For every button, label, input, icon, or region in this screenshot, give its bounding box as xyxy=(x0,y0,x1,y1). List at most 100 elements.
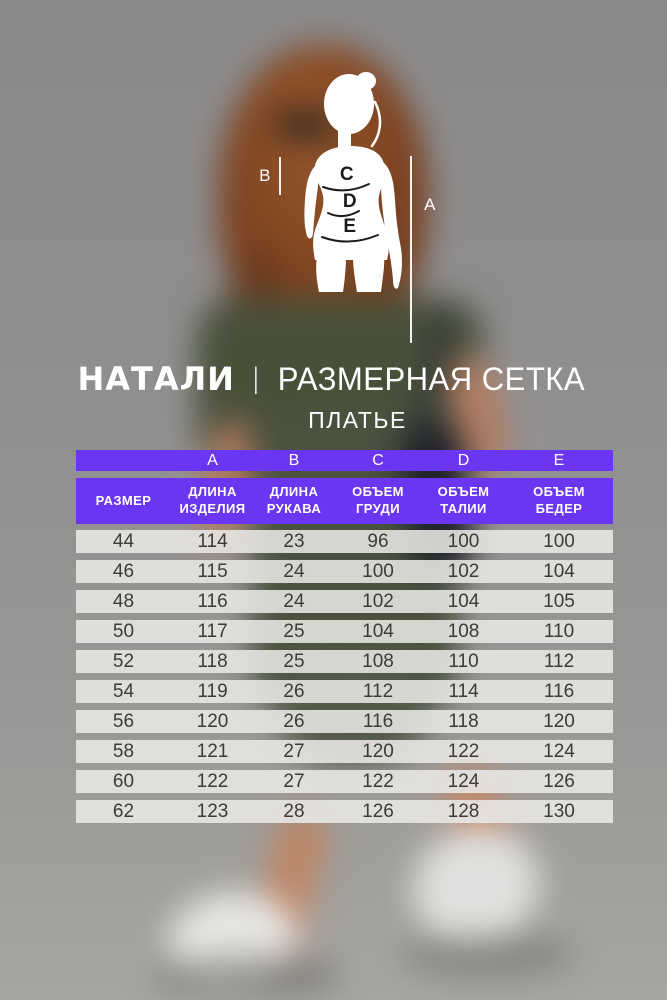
table-cell: 27 xyxy=(283,770,305,792)
silhouette-torso xyxy=(313,146,389,260)
table-cell: 24 xyxy=(283,590,305,612)
table-cell: 112 xyxy=(362,680,394,702)
header-cell-sleeve-length: ДЛИНА РУКАВА xyxy=(266,484,322,516)
table-cell: 56 xyxy=(112,710,135,732)
silhouette-left-arm xyxy=(304,164,319,239)
table-cell: 119 xyxy=(197,680,228,702)
table-cell: 100 xyxy=(543,530,575,552)
table-cell: 124 xyxy=(447,770,480,792)
bg-floor-shadow-left xyxy=(152,955,342,997)
letter-cell xyxy=(76,450,171,471)
silhouette-hair-bun xyxy=(356,72,376,90)
chest-measure-line xyxy=(322,183,370,192)
table-row: 52 118 25 108 110 112 xyxy=(76,650,613,673)
header-cell-waist: ОБЪЕМ ТАЛИИ xyxy=(437,484,490,516)
size-table: A B C D E РАЗМЕР ДЛИНА ИЗДЕЛИЯ ДЛИНА РУК… xyxy=(76,450,613,830)
table-cell: 46 xyxy=(112,560,135,582)
table-row: 48 116 24 102 104 105 xyxy=(76,590,613,613)
table-row: 50 117 25 104 108 110 xyxy=(76,620,613,643)
title-bar: НАТАЛИ | РАЗМЕРНАЯ СЕТКА xyxy=(0,360,667,398)
table-cell: 116 xyxy=(197,590,228,612)
table-cell: 104 xyxy=(362,620,394,642)
diagram-label-c: C xyxy=(339,164,355,185)
hip-measure-line xyxy=(321,234,379,243)
letter-cell: C xyxy=(372,451,384,469)
letter-cell: B xyxy=(288,451,300,469)
table-cell: 100 xyxy=(447,530,480,552)
measure-line-a xyxy=(410,156,412,343)
measure-letters-row: A B C D E xyxy=(76,450,613,471)
header-cell-hips: ОБЪЕМ БЕДЕР xyxy=(533,484,585,516)
table-row: 44 114 23 96 100 100 xyxy=(76,530,613,553)
table-cell: 120 xyxy=(362,740,394,762)
measure-line-b xyxy=(279,157,281,195)
table-cell: 58 xyxy=(112,740,135,762)
size-table-rows: 44 114 23 96 100 100 46 115 24 100 102 104 48 116 24 10… xyxy=(76,530,613,823)
letter-cell: E xyxy=(553,451,565,469)
table-row: 56 120 26 116 118 120 xyxy=(76,710,613,733)
body-silhouette-illustration xyxy=(304,72,402,292)
table-cell: 28 xyxy=(283,800,305,822)
table-cell: 60 xyxy=(112,770,135,792)
table-cell: 54 xyxy=(112,680,135,702)
table-cell: 100 xyxy=(362,560,394,582)
diagram-label-d: D xyxy=(342,191,358,212)
diagram-label-b: B xyxy=(259,166,271,185)
table-cell: 26 xyxy=(283,680,305,702)
silhouette-right-leg xyxy=(353,254,385,292)
table-cell: 116 xyxy=(362,710,394,732)
table-cell: 105 xyxy=(543,590,575,612)
table-cell: 25 xyxy=(283,620,305,642)
bg-floor-shadow-right xyxy=(400,935,575,977)
diagram-label-a: A xyxy=(424,195,436,214)
table-cell: 114 xyxy=(197,530,228,552)
table-cell: 130 xyxy=(543,800,575,822)
table-cell: 128 xyxy=(447,800,480,822)
table-row: 46 115 24 100 102 104 xyxy=(76,560,613,583)
diagram-label-e: E xyxy=(343,216,357,237)
letter-cell: A xyxy=(207,451,218,469)
table-cell: 123 xyxy=(196,800,229,822)
table-cell: 102 xyxy=(362,590,394,612)
table-row: 60 122 27 122 124 126 xyxy=(76,770,613,793)
table-cell: 52 xyxy=(112,650,135,672)
table-cell: 110 xyxy=(448,650,479,672)
waist-measure-line xyxy=(327,210,360,217)
page-title: РАЗМЕРНАЯ СЕТКА xyxy=(277,360,585,397)
table-cell: 120 xyxy=(196,710,229,732)
header-cell-size: РАЗМЕР xyxy=(95,492,152,508)
brand-logo-text: НАТАЛИ xyxy=(77,360,235,398)
table-cell: 44 xyxy=(112,530,135,552)
table-cell: 23 xyxy=(283,530,305,552)
table-cell: 126 xyxy=(362,800,394,822)
table-cell: 25 xyxy=(283,650,305,672)
table-cell: 122 xyxy=(447,740,480,762)
table-cell: 117 xyxy=(197,620,228,642)
silhouette-hair-strand xyxy=(370,100,382,148)
header-cell-chest: ОБЪЕМ ГРУДИ xyxy=(352,484,404,516)
silhouette-neck xyxy=(338,124,351,152)
table-cell: 112 xyxy=(543,650,575,672)
table-row: 58 121 27 120 122 124 xyxy=(76,740,613,763)
table-cell: 118 xyxy=(448,710,479,732)
table-cell: 108 xyxy=(447,620,480,642)
table-cell: 121 xyxy=(196,740,229,762)
table-cell: 110 xyxy=(543,620,575,642)
table-cell: 27 xyxy=(283,740,305,762)
table-cell: 115 xyxy=(197,560,228,582)
header-cell-garment-length: ДЛИНА ИЗДЕЛИЯ xyxy=(179,484,246,516)
table-cell: 48 xyxy=(112,590,135,612)
bg-sunglasses-blob xyxy=(276,112,336,138)
page-subtitle: ПЛАТЬЕ xyxy=(308,407,407,433)
table-cell: 50 xyxy=(112,620,135,642)
table-cell: 116 xyxy=(543,680,575,702)
table-row: 62 123 28 126 128 130 xyxy=(76,800,613,823)
letter-cell: D xyxy=(457,451,470,469)
table-cell: 120 xyxy=(543,710,575,732)
table-cell: 108 xyxy=(362,650,394,672)
table-cell: 24 xyxy=(283,560,305,582)
table-cell: 124 xyxy=(543,740,575,762)
table-cell: 122 xyxy=(196,770,229,792)
column-headers-row: РАЗМЕР ДЛИНА ИЗДЕЛИЯ ДЛИНА РУКАВА ОБЪЕМ … xyxy=(76,478,613,524)
